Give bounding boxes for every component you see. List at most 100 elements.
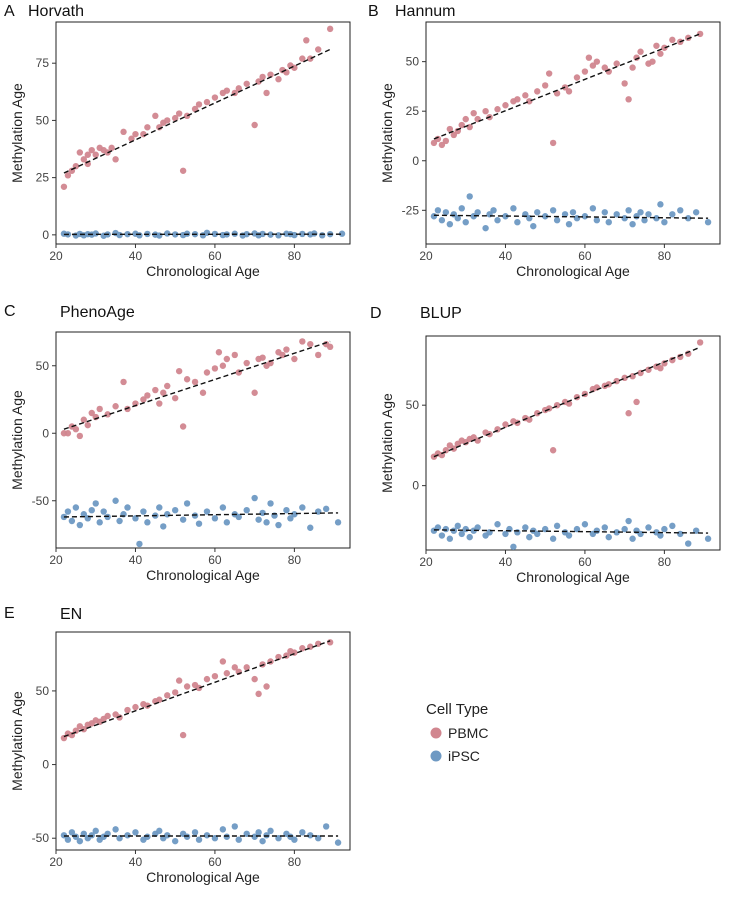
- data-point-pbmc: [171, 689, 179, 696]
- data-point-ipsc: [573, 525, 581, 533]
- data-point-pbmc: [696, 30, 704, 38]
- data-point-pbmc: [171, 394, 179, 402]
- data-point-ipsc: [88, 832, 95, 839]
- data-point-ipsc: [442, 525, 450, 533]
- data-point-ipsc: [458, 205, 465, 212]
- data-point-ipsc: [307, 832, 314, 839]
- data-point-ipsc: [454, 215, 461, 222]
- data-point-ipsc: [64, 508, 72, 515]
- data-point-ipsc: [581, 213, 589, 220]
- data-point-ipsc: [446, 220, 454, 228]
- data-point-pbmc: [164, 382, 171, 390]
- data-point-pbmc: [585, 54, 593, 61]
- data-point-pbmc: [255, 690, 262, 698]
- data-point-pbmc: [203, 675, 211, 683]
- data-point-ipsc: [88, 507, 95, 514]
- data-point-ipsc: [219, 504, 227, 511]
- y-tick-label: 50: [406, 55, 420, 69]
- series-ipsc: [430, 517, 712, 550]
- data-point-ipsc: [287, 515, 294, 522]
- data-point-ipsc: [685, 215, 692, 222]
- data-point-pbmc: [80, 726, 88, 733]
- data-point-ipsc: [299, 829, 306, 836]
- legend-swatch-pbmc: [430, 727, 442, 739]
- data-point-ipsc: [593, 217, 601, 224]
- series-ipsc: [60, 494, 342, 548]
- data-point-pbmc: [259, 73, 266, 81]
- x-tick-label: 80: [288, 249, 302, 263]
- series-ipsc: [430, 193, 712, 232]
- data-point-pbmc: [140, 396, 147, 403]
- data-point-ipsc: [243, 507, 250, 514]
- data-point-ipsc: [553, 217, 561, 224]
- y-tick-label: 75: [36, 56, 50, 70]
- data-point-ipsc: [275, 521, 282, 529]
- data-point-ipsc: [494, 217, 501, 224]
- data-point-pbmc: [88, 146, 95, 154]
- data-point-ipsc: [251, 833, 258, 840]
- data-point-ipsc: [92, 230, 99, 237]
- data-point-ipsc: [291, 836, 298, 843]
- data-point-ipsc: [251, 494, 258, 502]
- data-point-ipsc: [613, 211, 620, 218]
- y-tick-label: 50: [36, 113, 50, 127]
- data-point-pbmc: [669, 36, 676, 44]
- x-axis-label: Chronological Age: [516, 569, 630, 585]
- x-axis-label: Chronological Age: [146, 263, 260, 279]
- panel-title: PhenoAge: [60, 304, 135, 321]
- data-point-ipsc: [299, 230, 306, 238]
- data-point-ipsc: [553, 522, 561, 530]
- data-point-ipsc: [514, 529, 521, 536]
- data-point-pbmc: [203, 369, 211, 376]
- y-tick-label: 50: [36, 359, 50, 373]
- data-point-pbmc: [267, 359, 274, 367]
- y-tick-label: 25: [406, 104, 420, 118]
- y-axis-label: Methylation Age: [9, 83, 25, 183]
- panel-a: A Horvath 20 40 60 80 0 25 50 75 Chronological Age…: [4, 3, 351, 279]
- data-point-ipsc: [549, 535, 557, 542]
- data-point-ipsc: [565, 220, 573, 228]
- data-point-pbmc: [235, 85, 242, 92]
- data-point-ipsc: [211, 230, 219, 238]
- legend-label-ipsc: iPSC: [448, 748, 480, 764]
- data-point-pbmc: [120, 378, 127, 386]
- fit-line-ipsc: [63, 512, 339, 518]
- data-point-ipsc: [223, 833, 231, 840]
- data-point-ipsc: [144, 519, 151, 526]
- data-point-ipsc: [235, 513, 242, 521]
- data-point-ipsc: [565, 532, 573, 539]
- x-tick-label: 40: [499, 555, 513, 569]
- data-point-pbmc: [625, 96, 632, 103]
- data-point-pbmc: [315, 351, 322, 359]
- data-point-ipsc: [462, 525, 469, 533]
- data-point-pbmc: [522, 92, 529, 99]
- data-point-pbmc: [215, 349, 223, 356]
- data-point-ipsc: [685, 540, 692, 547]
- data-point-ipsc: [259, 837, 266, 845]
- data-point-pbmc: [545, 70, 553, 77]
- data-point-pbmc: [144, 702, 151, 709]
- data-point-pbmc: [263, 683, 270, 690]
- data-point-pbmc: [534, 88, 541, 95]
- data-point-ipsc: [255, 516, 262, 523]
- legend-label-pbmc: PBMC: [448, 725, 488, 741]
- panel-e: E EN 20 40 60 80 -50 0 50 Chronological Age Methyl…: [4, 605, 351, 885]
- data-point-pbmc: [183, 683, 191, 690]
- data-point-pbmc: [80, 416, 88, 423]
- data-point-pbmc: [613, 377, 620, 385]
- data-point-pbmc: [653, 42, 660, 49]
- data-point-pbmc: [458, 121, 465, 129]
- data-point-ipsc: [144, 833, 151, 840]
- data-point-pbmc: [88, 409, 95, 417]
- fit-line-ipsc: [433, 529, 709, 534]
- data-point-ipsc: [589, 205, 597, 212]
- panel-letter: D: [370, 305, 382, 322]
- data-point-ipsc: [462, 218, 469, 226]
- x-tick-label: 20: [419, 555, 433, 569]
- data-point-pbmc: [223, 87, 231, 94]
- data-point-pbmc: [96, 405, 103, 413]
- data-point-pbmc: [601, 64, 608, 71]
- data-point-ipsc: [534, 530, 541, 538]
- series-pbmc: [430, 30, 704, 149]
- data-point-pbmc: [526, 98, 533, 105]
